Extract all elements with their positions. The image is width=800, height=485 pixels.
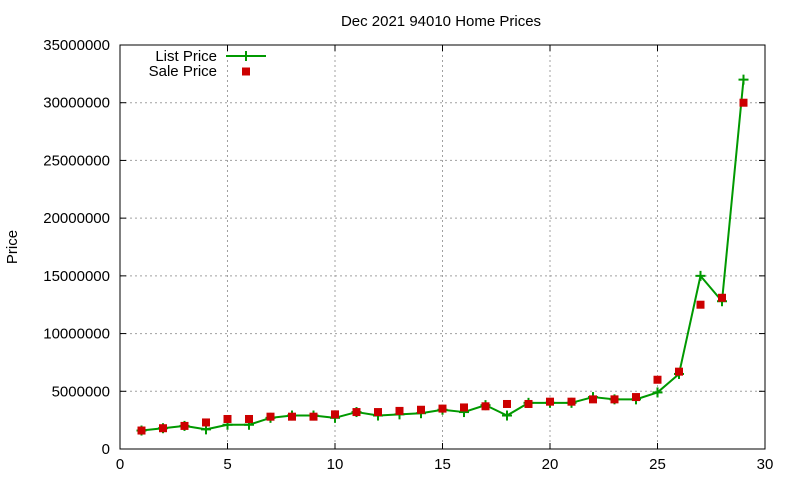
data-point-sale-price bbox=[653, 375, 662, 384]
x-tick-label: 15 bbox=[434, 456, 451, 473]
x-tick-label: 30 bbox=[757, 456, 774, 473]
data-point-list-price bbox=[695, 270, 706, 281]
x-tick-label: 5 bbox=[223, 456, 231, 473]
series-sale-price bbox=[137, 98, 748, 435]
series bbox=[136, 74, 749, 436]
data-point-sale-price bbox=[180, 421, 189, 430]
data-point-sale-price bbox=[632, 393, 640, 402]
x-tick-label: 20 bbox=[542, 456, 559, 473]
data-point-sale-price bbox=[567, 397, 576, 406]
data-point-sale-price bbox=[481, 402, 490, 411]
y-tick-label: 20000000 bbox=[43, 210, 110, 227]
data-point-sale-price bbox=[739, 98, 748, 107]
data-point-sale-price bbox=[417, 405, 425, 414]
grid bbox=[120, 45, 765, 449]
legend-label-sale-price: Sale Price bbox=[149, 63, 217, 80]
data-point-sale-price bbox=[503, 399, 511, 408]
y-tick-label: 25000000 bbox=[43, 152, 110, 169]
data-point-sale-price bbox=[675, 367, 683, 376]
y-tick-label: 0 bbox=[102, 441, 110, 458]
y-tick-label: 15000000 bbox=[43, 268, 110, 285]
legend-marker-list-price bbox=[241, 51, 251, 61]
data-point-sale-price bbox=[524, 399, 533, 408]
y-axis-label: Price bbox=[4, 230, 21, 264]
data-point-sale-price bbox=[309, 412, 318, 421]
data-point-sale-price bbox=[546, 397, 554, 406]
x-tick-label: 10 bbox=[327, 456, 344, 473]
data-point-sale-price bbox=[374, 408, 382, 417]
data-point-list-price bbox=[652, 387, 663, 398]
data-point-list-price bbox=[502, 410, 512, 421]
data-point-sale-price bbox=[331, 410, 339, 419]
data-point-sale-price bbox=[438, 404, 447, 413]
data-point-sale-price bbox=[288, 412, 296, 421]
x-tick-label: 25 bbox=[649, 456, 666, 473]
data-point-sale-price bbox=[718, 293, 726, 302]
y-tick-label: 5000000 bbox=[52, 383, 110, 400]
data-point-sale-price bbox=[202, 418, 210, 427]
legend-marker-sale-price bbox=[242, 67, 250, 76]
data-point-sale-price bbox=[610, 395, 619, 404]
x-tick-label: 0 bbox=[116, 456, 124, 473]
data-point-sale-price bbox=[223, 414, 232, 423]
data-point-sale-price bbox=[460, 403, 468, 412]
axis-ticks: 0 5 10 15 20 25 30 0 5000000 10000000 15000000 2000… bbox=[43, 37, 773, 473]
data-point-sale-price bbox=[137, 426, 146, 435]
data-point-list-price bbox=[738, 74, 749, 85]
data-point-sale-price bbox=[352, 408, 361, 417]
legend: List Price Sale Price bbox=[149, 48, 266, 80]
data-point-sale-price bbox=[245, 414, 253, 423]
legend-label-list-price: List Price bbox=[155, 48, 217, 65]
y-tick-label: 30000000 bbox=[43, 95, 110, 112]
data-point-sale-price bbox=[266, 412, 275, 421]
data-point-sale-price bbox=[159, 424, 167, 433]
data-point-sale-price bbox=[589, 395, 597, 404]
chart-title: Dec 2021 94010 Home Prices bbox=[341, 13, 541, 30]
y-tick-label: 35000000 bbox=[43, 37, 110, 54]
data-point-sale-price bbox=[696, 300, 705, 309]
y-tick-label: 10000000 bbox=[43, 326, 110, 343]
data-point-sale-price bbox=[395, 406, 404, 415]
